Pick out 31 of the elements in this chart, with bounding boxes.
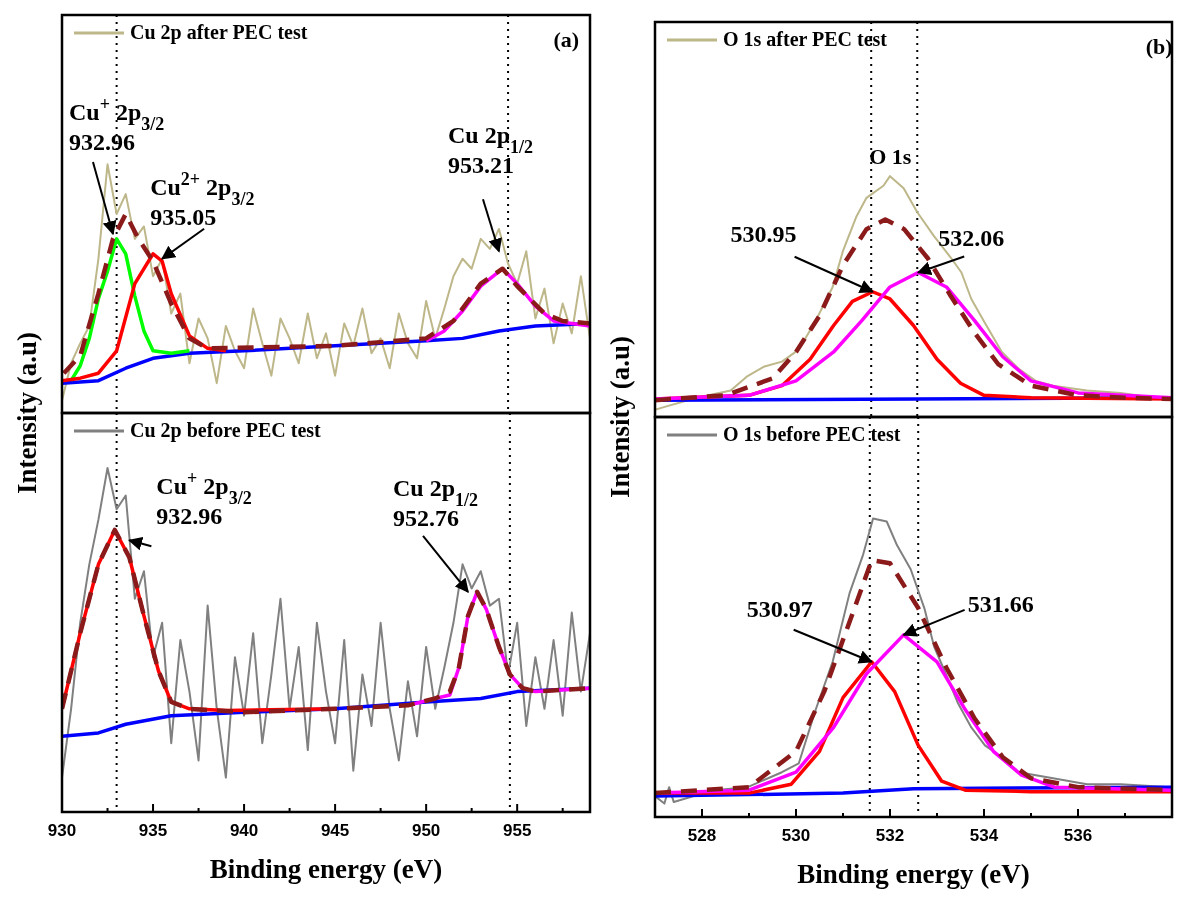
- annotation: Cu$^{2+}$ 2p$_{3/2}$ 935.05: [150, 168, 255, 230]
- text: (a): [553, 26, 580, 52]
- x-tick-label: 955: [502, 821, 532, 840]
- y-axis-title: Intensity (a.u): [12, 331, 42, 495]
- annotation: Cu$^{+}$ 2p$_{3/2}$ 932.96: [156, 468, 252, 530]
- annotation: 530.95: [730, 220, 797, 247]
- x-tick-label: 945: [320, 821, 350, 840]
- legend-label: Cu 2p after PEC test: [130, 21, 308, 44]
- x-tick-label: 935: [138, 821, 168, 840]
- x-axis-title: Binding energy (eV): [209, 854, 443, 884]
- annotation: 531.66: [967, 590, 1034, 617]
- annotation: 532.06: [938, 225, 1005, 252]
- annotation: 530.97: [746, 595, 813, 622]
- text: (b): [1145, 33, 1173, 59]
- legend-label: O 1s after PEC test: [723, 28, 888, 50]
- x-tick-label: 940: [229, 821, 259, 840]
- x-tick-label: 930: [47, 821, 77, 840]
- x-tick-label: 532: [875, 826, 905, 845]
- x-tick-label: 534: [969, 826, 999, 845]
- x-tick-label: 536: [1063, 826, 1093, 845]
- x-tick-label: 950: [411, 821, 441, 840]
- annotation: Cu 2p$_{1/2}$ 953.21: [447, 122, 534, 179]
- x-axis-title: Binding energy (eV): [797, 859, 1030, 889]
- legend-label: Cu 2p before PEC test: [130, 419, 322, 442]
- y-axis-title: Intensity (a.u): [605, 335, 635, 499]
- annotation: Cu$^{+}$ 2p$_{3/2}$ 932.96: [68, 93, 165, 155]
- annotation: Cu 2p$_{1/2}$ 952.76: [393, 474, 479, 531]
- x-tick-label: 530: [781, 826, 811, 845]
- x-tick-label: 528: [687, 826, 717, 845]
- legend-label: O 1s before PEC test: [723, 423, 901, 445]
- text: O 1s: [869, 144, 912, 170]
